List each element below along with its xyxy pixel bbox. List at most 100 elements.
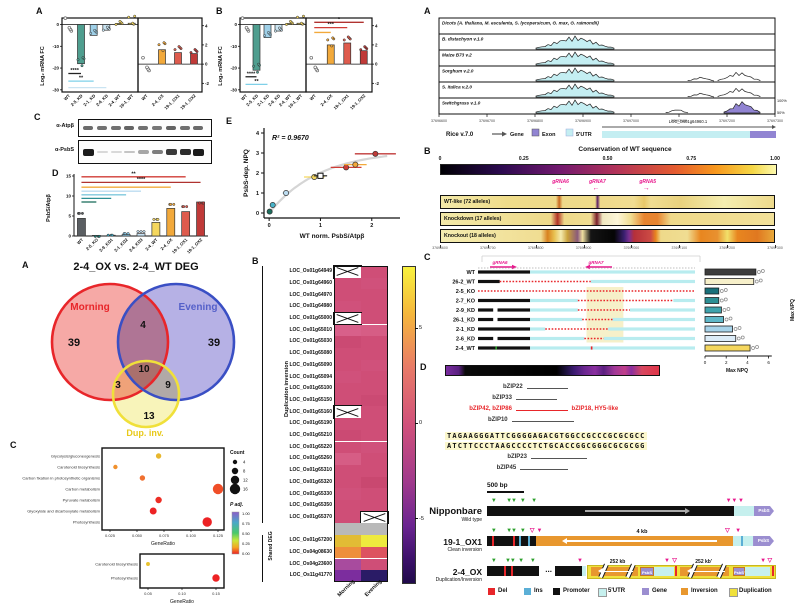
set-label-morning: Morning xyxy=(70,302,109,313)
padj-tick: 0.75 xyxy=(242,521,251,526)
seg-utr xyxy=(745,566,770,576)
bzip-label: bZIP23 xyxy=(507,454,527,460)
y-tick: 0 xyxy=(256,211,259,217)
strip-label: Knockout (18 alleles) xyxy=(444,233,496,239)
seg-utr xyxy=(581,566,587,576)
bar-19-1_OX1 xyxy=(343,42,352,65)
x-tick: 0 xyxy=(268,223,271,229)
x-label-2-5_KD: 2-5_KD xyxy=(70,93,84,107)
track-label: Switchgrass v.1.0 xyxy=(442,101,481,106)
heat-cell xyxy=(361,324,388,337)
arrow-head xyxy=(598,568,604,574)
x-label-WT: WT xyxy=(140,93,149,102)
band xyxy=(152,126,162,130)
gene-label: LOC_Os01g65094 xyxy=(289,373,332,380)
cbar-tick: 0.25 xyxy=(518,156,529,162)
x-label-19-1_OX1: 19-1_OX1 xyxy=(163,93,181,111)
blot-label: α-PsbS xyxy=(55,147,74,153)
ins-marker-green: ▼ xyxy=(506,498,513,504)
padj-tick: 0.00 xyxy=(242,551,251,556)
legend-count: 12 xyxy=(243,478,248,483)
legend-swatch-Duplication xyxy=(729,588,738,597)
r-squared-label: R² = 0.9670 xyxy=(272,135,309,142)
allele-name: 2-9_KD xyxy=(456,308,475,314)
utr-seg xyxy=(530,298,578,303)
x-axis-label: GeneRatio xyxy=(151,541,175,547)
data-point xyxy=(269,202,276,208)
band xyxy=(96,150,108,154)
npq-bar-WT xyxy=(704,268,757,276)
gene-psbs: PsbS xyxy=(753,506,774,516)
panel-letter: C xyxy=(10,440,17,450)
bzip-span-line xyxy=(520,469,568,471)
coverage-peak xyxy=(687,92,715,98)
x-axis-label: GeneRatio xyxy=(170,599,194,605)
cbar-tick: 0 xyxy=(438,156,442,162)
band xyxy=(124,150,136,154)
bzip-span-line xyxy=(515,410,568,412)
legend-label: Del xyxy=(498,588,508,594)
npq-bar-2-7_KO xyxy=(704,297,720,304)
heat-cell xyxy=(334,394,361,407)
bar-19-1_OX1 xyxy=(181,211,191,237)
x-label-WT: WT xyxy=(63,93,72,102)
allele-name: 26-1_KD xyxy=(453,318,475,324)
utr-seg xyxy=(629,308,695,312)
npq-tick: 4 xyxy=(746,360,749,365)
utr-seg xyxy=(608,327,695,331)
band xyxy=(110,150,122,154)
utr-seg xyxy=(590,279,695,284)
x-tick: 0.10 xyxy=(178,591,187,596)
band xyxy=(138,126,149,130)
y-tick: 2 xyxy=(205,43,208,48)
structure-subtitle: Wild type xyxy=(461,517,482,523)
gene-label: LOC_Os01g65370 xyxy=(289,513,332,520)
heat-cell xyxy=(334,441,361,454)
data-point xyxy=(266,208,273,215)
rice-label: Rice v.7.0 xyxy=(446,132,474,138)
gene-label: LOC_Os01g65160 xyxy=(289,408,332,415)
x-tick: 0.125 xyxy=(213,533,224,538)
heat-cell xyxy=(334,336,361,348)
arrow-head xyxy=(685,507,691,514)
kb-label: 252 kb xyxy=(609,559,626,565)
structure-name: 19-1_OX1 xyxy=(443,537,482,547)
y-tick: 1 xyxy=(256,191,259,197)
coord-tick-label: 37697100 xyxy=(671,246,688,250)
arrow-head xyxy=(687,568,693,574)
coord-tick xyxy=(487,245,489,248)
coord-tick-label: 37697200 xyxy=(719,246,735,250)
heat-cell xyxy=(334,418,361,430)
legend-swatch-Del xyxy=(488,588,495,595)
x-label-19-1_OX1: 19-1_OX1 xyxy=(333,93,351,111)
panel-structures: 500 bp Nipponbare Wild type PsbS ▼ ▼ ▼ ▼ ▼ ▼ ▼ ▼ 19-… xyxy=(424,482,798,608)
promoter-seg xyxy=(478,270,531,274)
allele-class-strip: Knockdown (17 alleles) xyxy=(440,212,775,226)
marker-outline: ▽ xyxy=(529,528,535,534)
go-dot xyxy=(146,562,150,566)
gene-label: LOC_Os01g65000 xyxy=(289,315,332,321)
ins-marker-green: ▼ xyxy=(531,498,538,504)
blot-0 xyxy=(78,119,212,137)
del-tick xyxy=(503,566,506,576)
band xyxy=(165,126,176,130)
heat-cell xyxy=(361,289,388,302)
coord-tick: 37697300 xyxy=(767,119,783,123)
coverage-peak xyxy=(535,35,615,50)
count-morning: 39 xyxy=(68,337,80,349)
structure-name: 2-4_OX xyxy=(452,567,482,577)
venn-title: 2-4_OX vs. 2-4_WT DEG xyxy=(73,261,198,273)
go-dot xyxy=(212,483,224,495)
legend-swatch-Inversion xyxy=(681,588,688,595)
bar-2-1_KD2 xyxy=(121,234,131,237)
coord-tick-label: 37696700 xyxy=(480,246,496,250)
band xyxy=(179,126,190,130)
y-axis-label: PsbS/Atpβ xyxy=(46,193,52,221)
ins-marker-green: ▼ xyxy=(490,528,497,534)
kb-label: 252 kb' xyxy=(695,559,713,565)
padj-tick: 1.00 xyxy=(242,511,251,516)
gene-label: LOC_Os01g65100 xyxy=(289,385,332,392)
